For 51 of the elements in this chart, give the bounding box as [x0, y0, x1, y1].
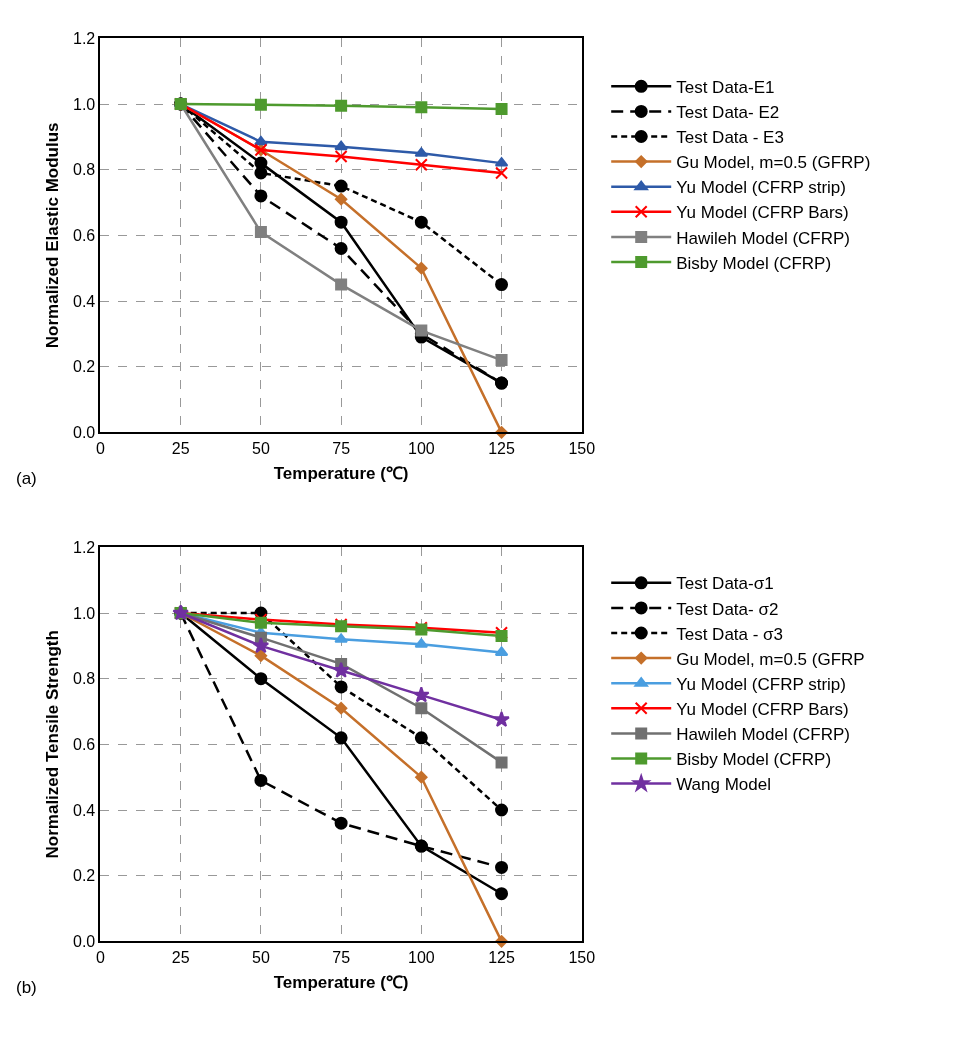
y-tick-label: 0.2	[73, 867, 96, 885]
legend-label: Test Data - E3	[676, 128, 784, 148]
legend-label: Hawileh Model (CFRP)	[676, 228, 851, 248]
legend-label: Hawileh Model (CFRP)	[676, 725, 851, 745]
y-tick-label: 0.8	[73, 670, 96, 688]
legend-label: Bisby Model (CFRP)	[676, 253, 832, 273]
legend-label: Test Data-E1	[676, 77, 775, 97]
legend-label: Yu Model (CFRP strip)	[676, 178, 846, 198]
x-axis-title: Temperature (℃)	[273, 464, 409, 484]
y-tick-label: 1.2	[73, 538, 96, 556]
legend-label: Test Data-σ1	[676, 574, 774, 594]
x-tick-label: 125	[488, 439, 515, 457]
y-tick-label: 0.6	[73, 226, 96, 244]
x-tick-label: 75	[332, 948, 351, 966]
y-tick-label: 1.2	[73, 29, 96, 47]
legend-label: Gu Model, m=0.5 (GFRP	[676, 649, 865, 669]
x-tick-label: 50	[252, 439, 270, 457]
x-tick-label: 100	[407, 948, 435, 966]
legend-label: Gu Model, m=0.5 (GFRP)	[676, 153, 871, 173]
text: (b)	[16, 978, 37, 997]
x-tick-label: 125	[488, 948, 515, 966]
y-tick-label: 0.4	[73, 292, 96, 310]
y-tick-label: 1.0	[73, 604, 96, 622]
legend-label: Yu Model (CFRP strip)	[676, 674, 846, 694]
y-tick-label: 0.6	[73, 735, 96, 753]
legend-label: Test Data- σ2	[676, 599, 779, 619]
x-tick-label: 25	[171, 948, 190, 966]
y-tick-label: 0.8	[73, 161, 96, 179]
legend-label: Yu Model (CFRP Bars)	[676, 203, 849, 223]
x-tick-label: 50	[252, 948, 270, 966]
x-tick-label: 100	[407, 439, 435, 457]
y-tick-label: 1.0	[73, 95, 96, 113]
x-tick-label: 150	[568, 439, 596, 457]
legend-label: Wang Model	[676, 775, 772, 795]
y-tick-label: 0.4	[73, 801, 96, 819]
x-tick-label: 0	[96, 948, 106, 966]
x-axis-title: Temperature (℃)	[273, 973, 409, 993]
legend-label: Yu Model (CFRP Bars)	[676, 699, 849, 719]
y-tick-label: 0.0	[73, 423, 96, 441]
x-tick-label: 25	[171, 439, 190, 457]
y-tick-label: 0.2	[73, 358, 96, 376]
y-axis-title: Normalized Tensile Strength	[43, 630, 63, 859]
y-axis-title: Normalized Elastic Modulus	[43, 122, 63, 349]
x-tick-label: 75	[332, 439, 351, 457]
y-tick-label: 0.0	[73, 932, 96, 950]
legend-label: Test Data- E2	[676, 103, 780, 123]
x-tick-label: 0	[96, 439, 106, 457]
x-tick-label: 150	[568, 948, 596, 966]
legend-label: Bisby Model (CFRP)	[676, 750, 832, 770]
legend-label: Test Data - σ3	[676, 624, 784, 644]
text: (a)	[16, 469, 37, 488]
